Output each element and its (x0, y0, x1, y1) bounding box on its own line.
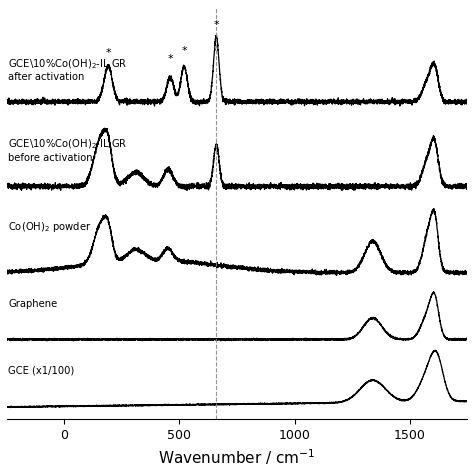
Text: *: * (167, 54, 173, 64)
Text: *: * (105, 48, 111, 58)
Text: GCE\10%Co(OH)$_2$-IL,GR
before activation: GCE\10%Co(OH)$_2$-IL,GR before activatio… (8, 138, 128, 163)
Text: *: * (181, 46, 187, 56)
Text: Graphene: Graphene (8, 299, 57, 309)
Text: Co(OH)$_2$ powder: Co(OH)$_2$ powder (8, 220, 91, 234)
X-axis label: Wavenumber / cm$^{-1}$: Wavenumber / cm$^{-1}$ (158, 447, 316, 467)
Text: *: * (213, 20, 219, 30)
Text: GCE\10%Co(OH)$_2$-IL,GR
after activation: GCE\10%Co(OH)$_2$-IL,GR after activation (8, 57, 128, 82)
Text: GCE (x1/100): GCE (x1/100) (8, 365, 74, 375)
